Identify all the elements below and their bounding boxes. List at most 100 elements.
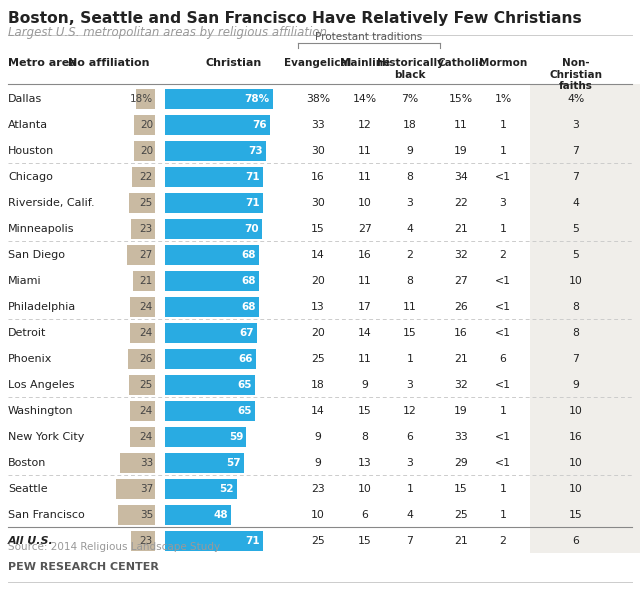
Text: 71: 71 — [245, 198, 260, 208]
Text: Los Angeles: Los Angeles — [8, 380, 74, 390]
Text: Largest U.S. metropolitan areas by religious affiliation: Largest U.S. metropolitan areas by relig… — [8, 26, 327, 39]
Bar — [530, 190, 640, 215]
Text: 8: 8 — [406, 172, 413, 182]
Text: 9: 9 — [315, 432, 321, 442]
Text: 25: 25 — [311, 536, 325, 546]
Text: Mormon: Mormon — [479, 58, 527, 68]
Text: 15%: 15% — [449, 94, 473, 104]
Text: 65: 65 — [237, 380, 252, 390]
Text: 3: 3 — [573, 120, 579, 130]
Text: 10: 10 — [569, 484, 583, 494]
Bar — [530, 476, 640, 501]
Text: 7: 7 — [573, 172, 579, 182]
Text: 27: 27 — [454, 276, 468, 286]
Text: 2: 2 — [500, 536, 506, 546]
Text: 78%: 78% — [244, 94, 269, 104]
Text: 10: 10 — [358, 198, 372, 208]
Text: Detroit: Detroit — [8, 328, 46, 338]
Text: 20: 20 — [311, 276, 325, 286]
Text: 6: 6 — [573, 536, 579, 546]
Text: 9: 9 — [573, 380, 579, 390]
Text: 7%: 7% — [401, 94, 419, 104]
Text: 20: 20 — [140, 146, 153, 156]
Bar — [530, 320, 640, 345]
Text: 30: 30 — [311, 198, 325, 208]
Text: 8: 8 — [573, 302, 579, 312]
Text: San Diego: San Diego — [8, 250, 65, 260]
Bar — [530, 294, 640, 319]
Text: 11: 11 — [358, 354, 372, 364]
Bar — [530, 424, 640, 449]
Bar — [165, 323, 257, 343]
Bar — [530, 346, 640, 371]
Bar — [165, 115, 270, 135]
Text: 68: 68 — [241, 250, 256, 260]
Text: 2: 2 — [406, 250, 413, 260]
Text: Seattle: Seattle — [8, 484, 47, 494]
Text: 5: 5 — [573, 250, 579, 260]
Text: 8: 8 — [406, 276, 413, 286]
Text: 8: 8 — [573, 328, 579, 338]
Text: 15: 15 — [358, 536, 372, 546]
Text: 13: 13 — [358, 458, 372, 468]
Bar — [165, 349, 256, 369]
Text: New York City: New York City — [8, 432, 84, 442]
Bar — [530, 398, 640, 423]
Text: 11: 11 — [358, 276, 372, 286]
Text: 14: 14 — [358, 328, 372, 338]
Text: 18%: 18% — [130, 94, 153, 104]
Text: 22: 22 — [454, 198, 468, 208]
Bar — [130, 401, 155, 421]
Bar — [134, 141, 155, 161]
Bar — [530, 242, 640, 267]
Text: Philadelphia: Philadelphia — [8, 302, 76, 312]
Bar — [165, 375, 255, 395]
Text: 16: 16 — [311, 172, 325, 182]
Bar — [530, 216, 640, 241]
Bar — [165, 167, 263, 187]
Text: 10: 10 — [358, 484, 372, 494]
Bar — [133, 271, 155, 291]
Text: 2: 2 — [500, 250, 506, 260]
Text: 5: 5 — [573, 224, 579, 234]
Text: 19: 19 — [454, 146, 468, 156]
Text: <1: <1 — [495, 432, 511, 442]
Bar — [116, 479, 155, 499]
Bar — [530, 112, 640, 137]
Text: 66: 66 — [239, 354, 253, 364]
Text: 21: 21 — [140, 276, 153, 286]
Text: 34: 34 — [454, 172, 468, 182]
Text: 10: 10 — [569, 276, 583, 286]
Bar — [165, 219, 262, 239]
Text: Boston, Seattle and San Francisco Have Relatively Few Christians: Boston, Seattle and San Francisco Have R… — [8, 11, 582, 26]
Text: 35: 35 — [140, 510, 153, 520]
Text: 57: 57 — [226, 458, 241, 468]
Bar — [130, 297, 155, 317]
Text: 9: 9 — [315, 458, 321, 468]
Bar — [530, 138, 640, 163]
Text: 11: 11 — [358, 146, 372, 156]
Text: 3: 3 — [406, 198, 413, 208]
Text: 7: 7 — [573, 146, 579, 156]
Text: 68: 68 — [241, 276, 256, 286]
Bar — [118, 505, 155, 525]
Text: 21: 21 — [454, 224, 468, 234]
Text: 67: 67 — [240, 328, 255, 338]
Text: 10: 10 — [569, 458, 583, 468]
Text: 32: 32 — [454, 250, 468, 260]
Text: 24: 24 — [140, 406, 153, 416]
Text: 16: 16 — [454, 328, 468, 338]
Text: 9: 9 — [406, 146, 413, 156]
Text: 15: 15 — [454, 484, 468, 494]
Text: 76: 76 — [252, 120, 267, 130]
Text: 15: 15 — [358, 406, 372, 416]
Text: 1: 1 — [500, 120, 506, 130]
Text: 14: 14 — [311, 250, 325, 260]
Text: Chicago: Chicago — [8, 172, 53, 182]
Text: 65: 65 — [237, 406, 252, 416]
Text: 37: 37 — [140, 484, 153, 494]
Text: Source: 2014 Religious Landscape Study: Source: 2014 Religious Landscape Study — [8, 542, 220, 552]
Text: 1: 1 — [500, 510, 506, 520]
Text: 1: 1 — [406, 484, 413, 494]
Bar — [530, 372, 640, 397]
